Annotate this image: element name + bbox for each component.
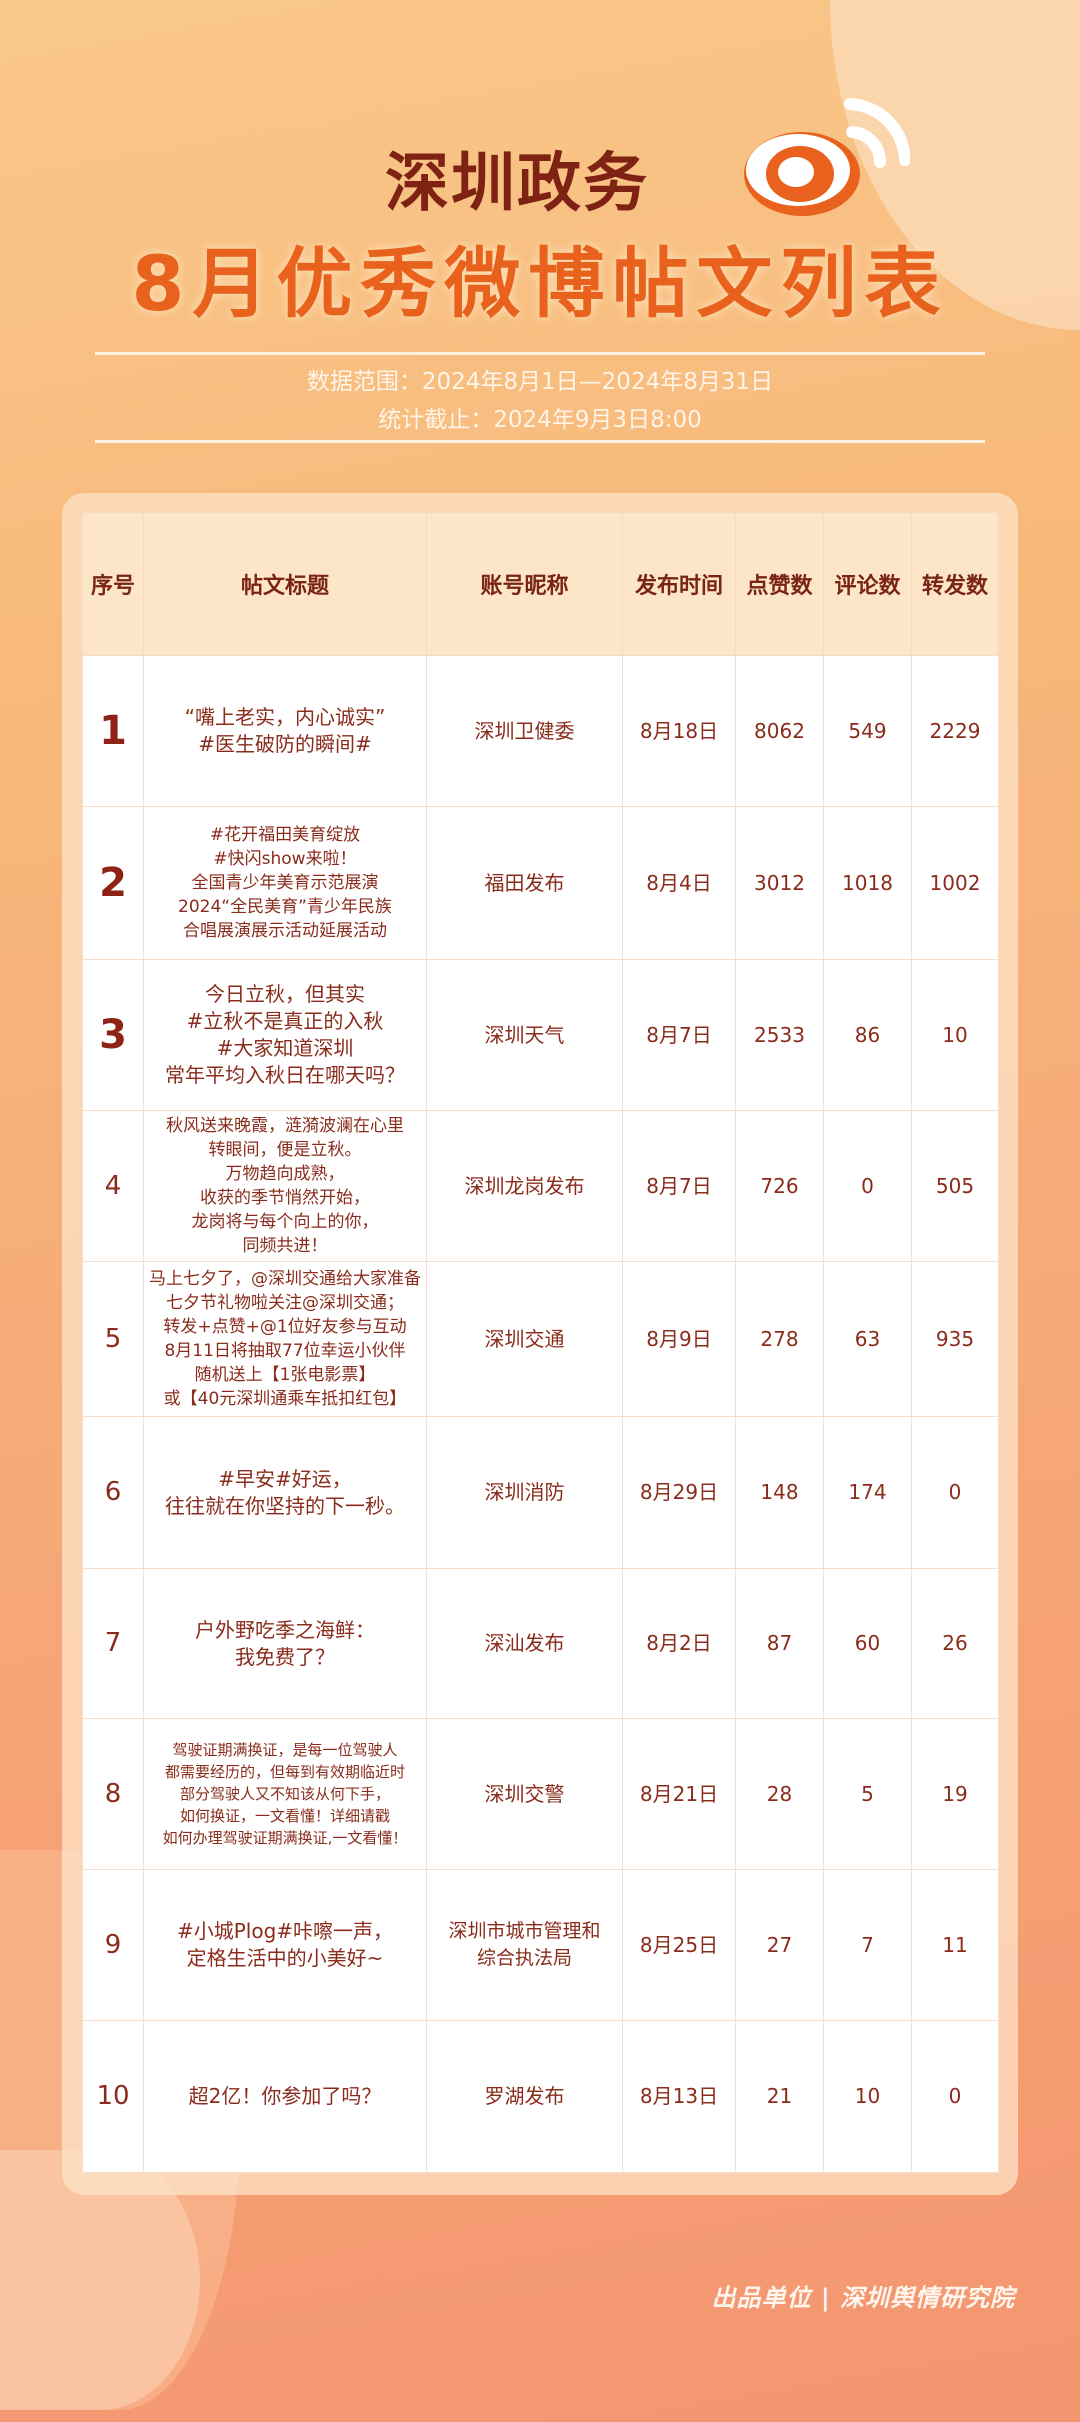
reposts-cell: 11 bbox=[911, 1869, 999, 2021]
table-row: 4 秋风送来晚霞，涟漪波澜在心里 转眼间，便是立秋。 万物趋向成熟， 收获的季节悄… bbox=[82, 1110, 999, 1262]
comments-cell: 174 bbox=[823, 1416, 912, 1569]
col-rank: 序号 bbox=[82, 512, 144, 656]
likes-cell: 8062 bbox=[735, 655, 824, 807]
col-account: 账号昵称 bbox=[426, 512, 623, 656]
weibo-logo-icon bbox=[744, 98, 910, 216]
account-cell: 深汕发布 bbox=[426, 1568, 623, 1719]
comments-cell: 0 bbox=[823, 1110, 912, 1262]
account-cell: 深圳交警 bbox=[426, 1718, 623, 1870]
account-cell: 深圳交通 bbox=[426, 1261, 623, 1417]
likes-cell: 21 bbox=[735, 2020, 824, 2173]
likes-cell: 726 bbox=[735, 1110, 824, 1262]
table-row: 8 驾驶证期满换证，是每一位驾驶人 都需要经历的，但每到有效期临近时 部分驾驶人又… bbox=[82, 1718, 999, 1870]
account-cell: 福田发布 bbox=[426, 806, 623, 960]
table-row: 3 今日立秋，但其实 #立秋不是真正的入秋 #大家知道深圳 常年平均入秋日在哪天吗… bbox=[82, 959, 999, 1111]
cutoff-text: 统计截止：2024年9月3日8:00 bbox=[378, 407, 702, 433]
rank-cell: 8 bbox=[82, 1718, 144, 1870]
account-cell: 深圳市城市管理和 综合执法局 bbox=[426, 1869, 623, 2021]
title-cell: 马上七夕了，@深圳交通给大家准备 七夕节礼物啦关注@深圳交通； 转发+点赞+@1… bbox=[143, 1261, 427, 1417]
table-row: 7 户外野吃季之海鲜： 我免费了？ 深汕发布 8月2日 87 60 26 bbox=[82, 1568, 999, 1719]
data-range-text: 数据范围：2024年8月1日—2024年8月31日 bbox=[306, 369, 774, 395]
comments-cell: 5 bbox=[823, 1718, 912, 1870]
rank-cell: 5 bbox=[82, 1261, 144, 1417]
comments-cell: 1018 bbox=[823, 806, 912, 960]
comments-cell: 10 bbox=[823, 2020, 912, 2173]
table-header-row: 序号 帖文标题 账号昵称 发布时间 点赞数 评论数 转发数 bbox=[82, 512, 999, 656]
account-cell: 深圳天气 bbox=[426, 959, 623, 1111]
title-cell: #花开福田美育绽放 #快闪show来啦！ 全国青少年美育示范展演 2024“全民… bbox=[143, 806, 427, 960]
reposts-cell: 26 bbox=[911, 1568, 999, 1719]
table-row: 5 马上七夕了，@深圳交通给大家准备 七夕节礼物啦关注@深圳交通； 转发+点赞+@… bbox=[82, 1261, 999, 1417]
account-cell: 深圳消防 bbox=[426, 1416, 623, 1569]
reposts-cell: 2229 bbox=[911, 655, 999, 807]
table-row: 1 “嘴上老实，内心诚实” #医生破防的瞬间# 深圳卫健委 8月18日 8062 549 2… bbox=[82, 655, 999, 807]
rank-cell: 6 bbox=[82, 1416, 144, 1569]
title-cell: “嘴上老实，内心诚实” #医生破防的瞬间# bbox=[143, 655, 427, 807]
date-cell: 8月13日 bbox=[622, 2020, 736, 2173]
title-line-1: 深圳政务 bbox=[385, 147, 649, 221]
col-title: 帖文标题 bbox=[143, 512, 427, 656]
rank-cell: 1 bbox=[82, 655, 144, 807]
table-row: 9 #小城Plog#咔嚓一声， 定格生活中的小美好~ 深圳市城市管理和 综合执法局 8… bbox=[82, 1869, 999, 2021]
comments-cell: 7 bbox=[823, 1869, 912, 2021]
table-row: 6 #早安#好运， 往往就在你坚持的下一秒。 深圳消防 8月29日 148 174 0 bbox=[82, 1416, 999, 1569]
reposts-cell: 1002 bbox=[911, 806, 999, 960]
title-cell: 超2亿！你参加了吗？ bbox=[143, 2020, 427, 2173]
date-cell: 8月4日 bbox=[622, 806, 736, 960]
rank-cell: 2 bbox=[82, 806, 144, 960]
col-date: 发布时间 bbox=[622, 512, 736, 656]
likes-cell: 28 bbox=[735, 1718, 824, 1870]
title-cell: #早安#好运， 往往就在你坚持的下一秒。 bbox=[143, 1416, 427, 1569]
likes-cell: 87 bbox=[735, 1568, 824, 1719]
account-cell: 罗湖发布 bbox=[426, 2020, 623, 2173]
comments-cell: 549 bbox=[823, 655, 912, 807]
account-cell: 深圳龙岗发布 bbox=[426, 1110, 623, 1262]
likes-cell: 278 bbox=[735, 1261, 824, 1417]
col-reposts: 转发数 bbox=[911, 512, 999, 656]
rank-cell: 9 bbox=[82, 1869, 144, 2021]
table-row: 10 超2亿！你参加了吗？ 罗湖发布 8月13日 21 10 0 bbox=[82, 2020, 999, 2173]
date-cell: 8月21日 bbox=[622, 1718, 736, 1870]
date-cell: 8月2日 bbox=[622, 1568, 736, 1719]
likes-cell: 148 bbox=[735, 1416, 824, 1569]
rank-cell: 7 bbox=[82, 1568, 144, 1719]
rank-cell: 3 bbox=[82, 959, 144, 1111]
reposts-cell: 0 bbox=[911, 1416, 999, 1569]
col-likes: 点赞数 bbox=[735, 512, 824, 656]
reposts-cell: 935 bbox=[911, 1261, 999, 1417]
reposts-cell: 505 bbox=[911, 1110, 999, 1262]
rank-cell: 10 bbox=[82, 2020, 144, 2173]
comments-cell: 60 bbox=[823, 1568, 912, 1719]
title-cell: #小城Plog#咔嚓一声， 定格生活中的小美好~ bbox=[143, 1869, 427, 2021]
posts-table: 序号 帖文标题 账号昵称 发布时间 点赞数 评论数 转发数 1 “嘴上老实，内心诚… bbox=[82, 512, 999, 2173]
comments-cell: 86 bbox=[823, 959, 912, 1111]
divider bbox=[95, 440, 985, 443]
title-cell: 户外野吃季之海鲜： 我免费了？ bbox=[143, 1568, 427, 1719]
date-cell: 8月9日 bbox=[622, 1261, 736, 1417]
title-cell: 今日立秋，但其实 #立秋不是真正的入秋 #大家知道深圳 常年平均入秋日在哪天吗？ bbox=[143, 959, 427, 1111]
date-cell: 8月7日 bbox=[622, 959, 736, 1111]
reposts-cell: 10 bbox=[911, 959, 999, 1111]
likes-cell: 3012 bbox=[735, 806, 824, 960]
divider bbox=[95, 352, 985, 355]
account-cell: 深圳卫健委 bbox=[426, 655, 623, 807]
reposts-cell: 0 bbox=[911, 2020, 999, 2173]
title-cell: 秋风送来晚霞，涟漪波澜在心里 转眼间，便是立秋。 万物趋向成熟， 收获的季节悄然… bbox=[143, 1110, 427, 1262]
title-cell: 驾驶证期满换证，是每一位驾驶人 都需要经历的，但每到有效期临近时 部分驾驶人又不… bbox=[143, 1718, 427, 1870]
footer-credit: 出品单位 | 深圳舆情研究院 bbox=[711, 2284, 1015, 2312]
col-comments: 评论数 bbox=[823, 512, 912, 656]
date-cell: 8月25日 bbox=[622, 1869, 736, 2021]
date-cell: 8月18日 bbox=[622, 655, 736, 807]
likes-cell: 27 bbox=[735, 1869, 824, 2021]
date-cell: 8月29日 bbox=[622, 1416, 736, 1569]
likes-cell: 2533 bbox=[735, 959, 824, 1111]
date-cell: 8月7日 bbox=[622, 1110, 736, 1262]
rank-cell: 4 bbox=[82, 1110, 144, 1262]
table-row: 2 #花开福田美育绽放 #快闪show来啦！ 全国青少年美育示范展演 2024“全… bbox=[82, 806, 999, 960]
comments-cell: 63 bbox=[823, 1261, 912, 1417]
reposts-cell: 19 bbox=[911, 1718, 999, 1870]
title-line-2: 8月优秀微博帖文列表 bbox=[131, 239, 949, 328]
